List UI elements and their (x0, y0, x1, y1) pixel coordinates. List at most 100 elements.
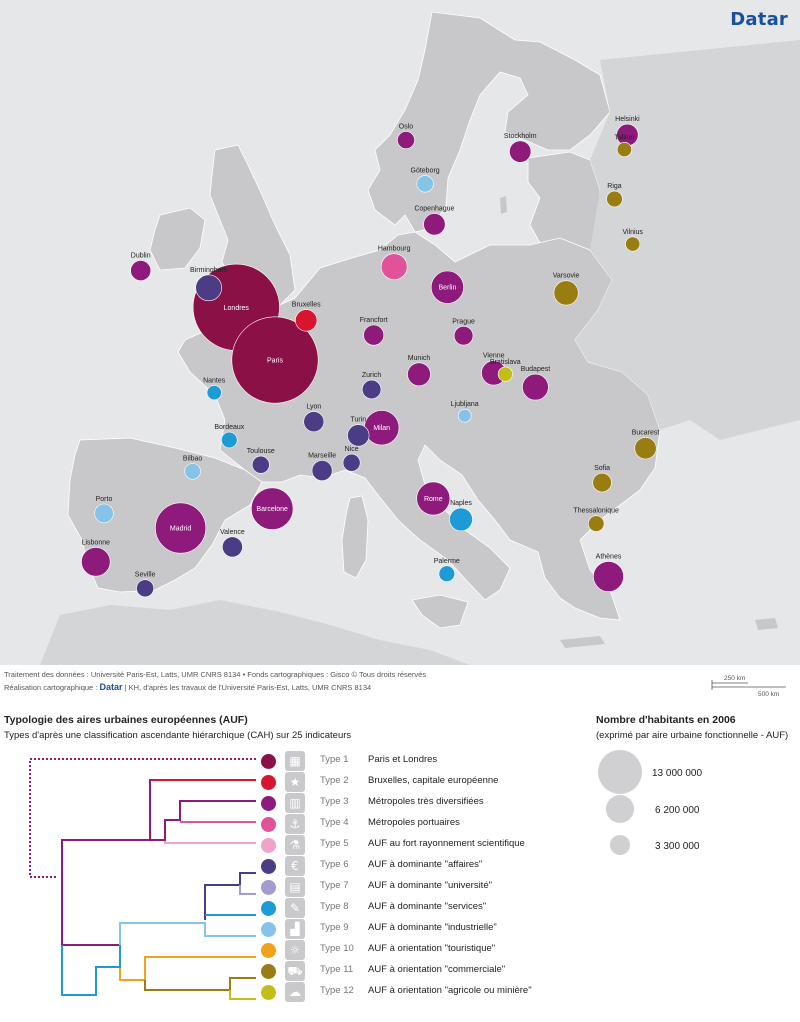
book-icon: ▤ (285, 877, 305, 897)
cart-icon: ⛟ (285, 961, 305, 981)
city-label: Vienne (483, 353, 505, 360)
city-marker (430, 270, 464, 304)
city-label: Zurich (362, 372, 382, 379)
city-label: Sofia (594, 465, 610, 472)
city-marker (251, 487, 294, 530)
type-row: ☼ Type 10 AUF à orientation "touristique" (258, 939, 598, 960)
city-marker (363, 324, 385, 346)
city-marker (81, 547, 111, 577)
population-subtitle: (exprimé par aire urbaine fonctionnelle … (596, 730, 789, 741)
city-marker (553, 280, 579, 306)
city-label: Barcelone (256, 506, 288, 513)
city-label: Bucarest (632, 429, 660, 436)
city-label: Berlin (438, 285, 456, 292)
type-row: ★ Type 2 Bruxelles, capitale européenne (258, 771, 598, 792)
type-color-dot (261, 796, 276, 811)
type-color-dot (261, 985, 276, 1000)
dendrogram (29, 758, 256, 1000)
city-label: Dublin (131, 253, 151, 260)
city-label: Ljubljana (451, 401, 479, 408)
city-label: Milan (373, 425, 390, 432)
pop-value-medium: 6 200 000 (655, 805, 700, 816)
city-label: Vilnius (622, 229, 643, 236)
type-label: Type 11 (320, 964, 354, 975)
credits-prefix: Réalisation cartographique : (4, 683, 98, 692)
type-row: ✎ Type 8 AUF à dominante "services" (258, 897, 598, 918)
dendro-branch-t2 (149, 779, 256, 809)
city-markers: Helsinki Oslo Stockholm Tallinn Göteborg Riga… (81, 116, 660, 598)
beach-icon: ☼ (285, 940, 305, 960)
dendro-branch-t10 (119, 953, 256, 981)
city-label: Stockholm (504, 133, 537, 140)
type-color-dot (261, 775, 276, 790)
city-marker (509, 140, 532, 163)
type-color-dot (261, 964, 276, 979)
city-marker (592, 472, 612, 493)
building-icon: ▦ (285, 751, 305, 771)
euro-icon: € (285, 856, 305, 876)
dendro-branch-t7 (239, 885, 256, 895)
city-marker (195, 274, 222, 302)
city-label: Prague (452, 318, 475, 325)
city-marker (342, 453, 361, 472)
city-label: Lyon (306, 404, 321, 411)
city-marker (295, 309, 318, 332)
city-label: Bruxelles (292, 302, 321, 309)
type-color-dot (261, 880, 276, 895)
city-label: Porto (96, 496, 113, 503)
type-row: ▥ Type 3 Métropoles très diversifiées (258, 792, 598, 813)
scale-long-label: 500 km (758, 691, 779, 698)
tools-icon: ✎ (285, 898, 305, 918)
type-label: Type 6 (320, 859, 349, 870)
city-marker (303, 411, 325, 433)
dendro-branch-2-5 (61, 780, 151, 946)
type-label: Type 8 (320, 901, 349, 912)
type-label: Type 3 (320, 796, 349, 807)
city-label: Francfort (360, 317, 388, 324)
factory-icon: ▟ (285, 919, 305, 939)
datar-logo: Datar (730, 9, 788, 30)
type-color-dot (261, 859, 276, 874)
city-label: Oslo (399, 124, 414, 131)
city-marker (497, 366, 513, 382)
land-sicily (411, 594, 469, 629)
city-marker (625, 236, 641, 252)
dendro-branch-lower (61, 945, 121, 996)
dendro-branch-t11 (144, 977, 256, 991)
type-label: Type 9 (320, 922, 349, 933)
type-label: Type 7 (320, 880, 349, 891)
pop-value-large: 13 000 000 (652, 768, 703, 779)
city-label: Valence (220, 529, 245, 536)
city-label: Budapest (521, 366, 551, 373)
city-marker (616, 142, 632, 158)
type-color-dot (261, 817, 276, 832)
city-label: Birmingham (190, 267, 228, 274)
population-title: Nombre d'habitants en 2006 (596, 714, 736, 726)
credits-brand: Datar (99, 682, 123, 692)
type-row: ⚓ Type 4 Métropoles portuaires (258, 813, 598, 834)
city-label: Helsinki (615, 116, 640, 123)
city-marker (380, 253, 408, 281)
city-marker (251, 455, 270, 474)
city-marker (407, 362, 431, 387)
city-label: Bordeaux (214, 424, 244, 431)
city-marker (221, 431, 238, 449)
type-label: Type 5 (320, 838, 349, 849)
legend-subtitle: Types d'après une classification ascenda… (4, 730, 352, 741)
sheep-icon: ☁ (285, 982, 305, 1002)
city-label: Rome (424, 496, 443, 503)
city-label: Nice (345, 446, 359, 453)
scale-bar-svg: 250 km 500 km (711, 675, 786, 698)
city-marker (457, 408, 472, 423)
pop-circle-large (598, 750, 642, 794)
land-ireland (149, 207, 206, 271)
dendro-branch-t3 (150, 800, 256, 841)
type-label: Type 4 (320, 817, 349, 828)
city-marker (361, 379, 382, 400)
city-marker (423, 213, 446, 236)
land-gotland (500, 196, 507, 214)
city-marker (130, 260, 152, 282)
city-label: Bratislava (490, 359, 521, 366)
dendro-branch-t12 (229, 990, 256, 1000)
type-description: AUF à orientation "touristique" (368, 943, 496, 954)
